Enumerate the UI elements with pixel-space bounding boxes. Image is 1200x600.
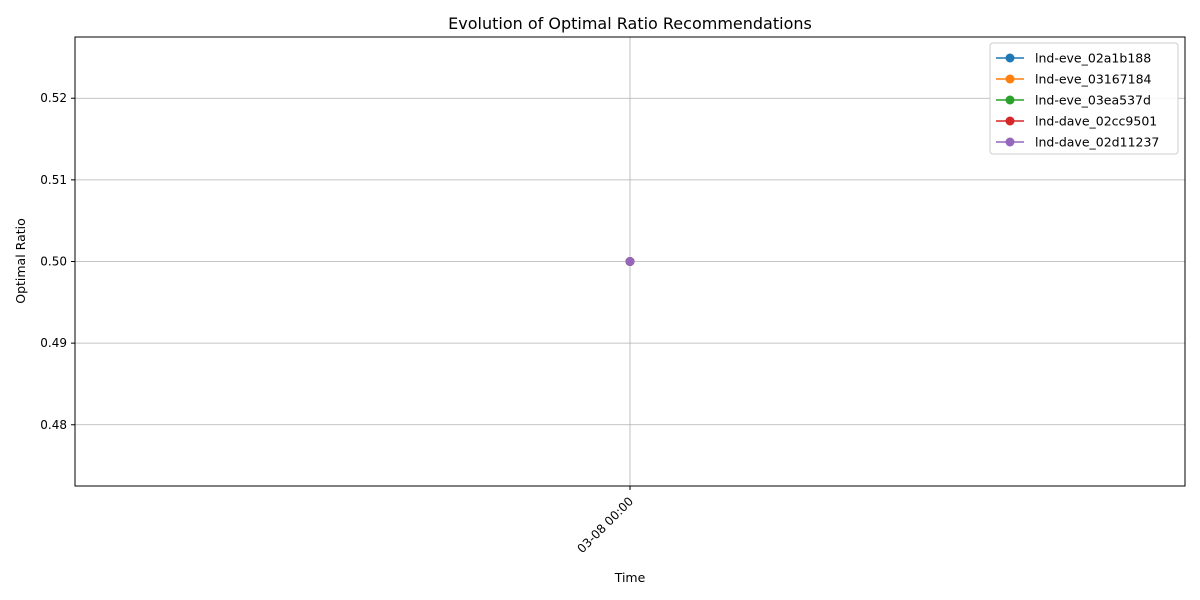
legend-marker [1005,53,1015,63]
legend-box [989,42,1179,155]
legend-entry: lnd-dave_02d11237 [996,135,1159,150]
legend-entry: lnd-eve_02a1b188 [996,51,1151,66]
y-axis-ticks: 0.48 0.49 0.50 0.51 0.52 [40,91,75,432]
plot-frame [74,36,1186,487]
legend: lnd-eve_02a1b188 lnd-eve_03167184 lnd-eve_… [989,42,1179,155]
legend-marker [1005,95,1015,105]
legend-label: lnd-eve_03167184 [1035,72,1152,87]
y-tick-label: 0.48 [40,418,67,432]
y-tick-label: 0.49 [40,336,67,350]
y-tick-label: 0.51 [40,173,67,187]
legend-label: lnd-dave_02d11237 [1035,135,1159,150]
y-axis-label: Optimal Ratio [13,218,28,304]
legend-entry: lnd-eve_03ea537d [996,93,1151,108]
series-5 [625,257,635,266]
legend-label: lnd-dave_02cc9501 [1035,114,1157,129]
chart-title: Evolution of Optimal Ratio Recommendatio… [448,14,812,33]
y-tick-label: 0.50 [40,255,67,269]
legend-marker [1005,116,1015,126]
legend-label: lnd-eve_03ea537d [1035,93,1151,108]
legend-marker [1005,74,1015,84]
legend-label: lnd-eve_02a1b188 [1035,51,1151,66]
series-group [625,257,635,266]
x-axis-label: Time [614,570,646,585]
data-point [625,257,635,266]
y-tick-label: 0.52 [40,91,67,105]
legend-entry: lnd-eve_03167184 [996,72,1152,87]
legend-entry: lnd-dave_02cc9501 [996,114,1157,129]
legend-marker [1005,137,1015,147]
legend-items: lnd-eve_02a1b188 lnd-eve_03167184 lnd-eve_… [996,51,1159,150]
